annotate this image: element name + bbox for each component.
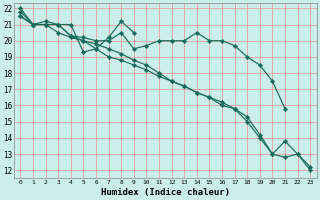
X-axis label: Humidex (Indice chaleur): Humidex (Indice chaleur) <box>101 188 230 197</box>
